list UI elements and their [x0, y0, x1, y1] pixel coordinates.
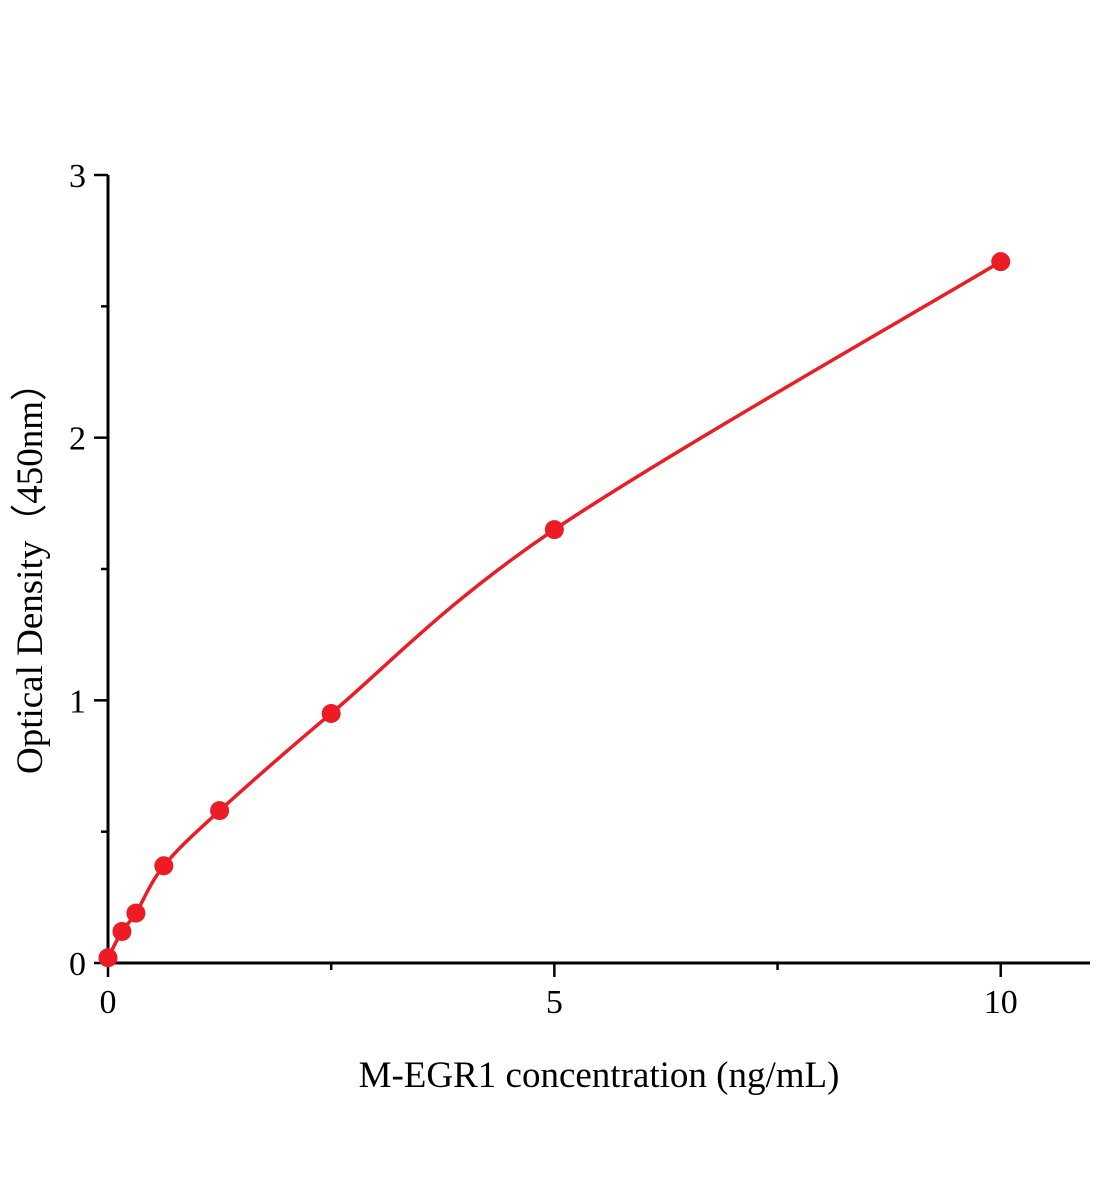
data-point — [210, 801, 230, 821]
data-series — [98, 252, 1011, 968]
x-tick-label: 5 — [546, 984, 563, 1021]
data-point — [544, 520, 564, 540]
y-tick-label: 1 — [69, 683, 86, 720]
data-point — [321, 703, 341, 723]
data-point — [112, 921, 132, 941]
y-tick-label: 2 — [69, 421, 86, 458]
data-point — [154, 856, 174, 876]
x-tick-label: 0 — [100, 984, 117, 1021]
x-tick-label: 10 — [984, 984, 1018, 1021]
y-tick-label: 0 — [69, 946, 86, 983]
x-axis-label: M-EGR1 concentration (ng/mL) — [359, 1055, 840, 1096]
data-point — [991, 252, 1011, 272]
y-tick-label: 3 — [69, 158, 86, 195]
fitted-curve — [106, 259, 1003, 960]
axes — [106, 175, 1090, 965]
tick-labels: 0 5 10 0 1 2 3 — [69, 158, 1018, 1021]
tick-marks — [94, 173, 1002, 977]
data-point — [126, 903, 146, 923]
data-point — [98, 948, 118, 968]
y-axis-label: Optical Density（450nm） — [10, 364, 51, 774]
